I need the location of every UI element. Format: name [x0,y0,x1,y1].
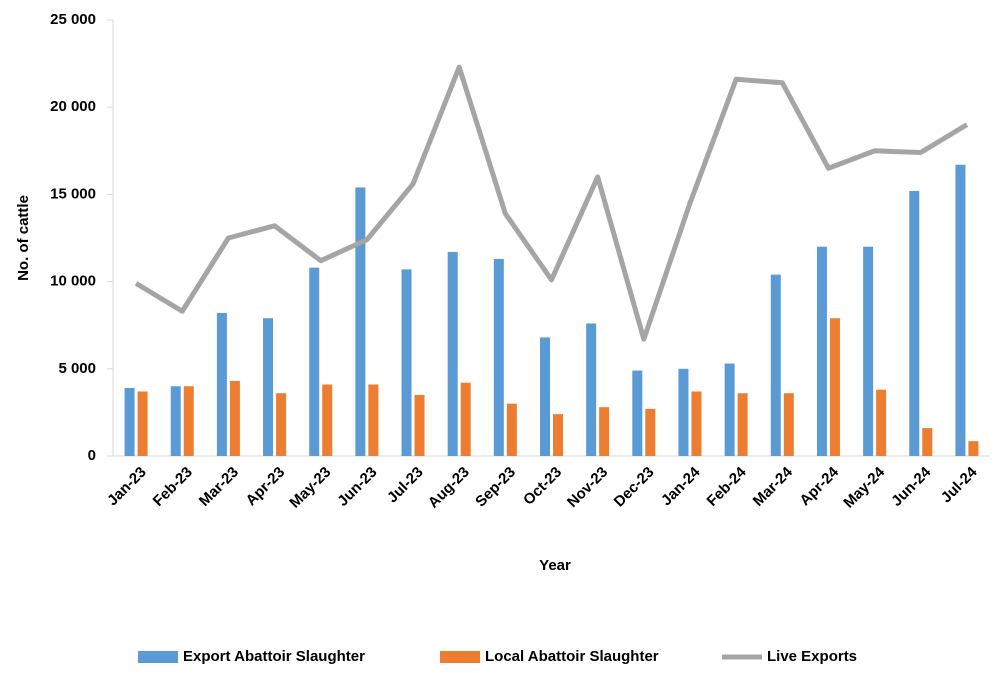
bar [863,246,874,456]
x-tick-label: Feb-23 [150,464,196,510]
legend-label: Live Exports [767,648,857,665]
bar [170,386,181,456]
x-tick-label: Mar-23 [196,464,242,510]
x-axis-label: Year [539,557,571,574]
bar [506,403,517,456]
bar [553,414,563,456]
bar [309,267,320,456]
bar [263,318,274,456]
y-tick-label: 5 000 [58,360,96,377]
bar [968,441,979,456]
y-tick-label: 20 000 [50,98,96,115]
bar [447,251,458,456]
bar [368,384,379,456]
x-tick-label: Jun-23 [334,464,380,510]
x-tick-label: May-24 [840,463,888,511]
line [134,64,969,342]
x-tick-label: Aug-23 [425,464,473,512]
x-tick-label: Dec-23 [611,464,658,511]
bar [737,393,748,456]
bar [876,389,887,456]
bar [216,312,227,456]
bar [401,269,412,456]
bar [816,246,827,456]
bar [460,382,471,456]
bar [783,393,794,456]
x-tick-label: Sep-23 [472,464,519,511]
bar [229,381,240,456]
bar [770,274,781,456]
y-tick-label: 10 000 [50,273,96,290]
x-tick-label: Jan-23 [104,464,150,510]
bar [955,164,966,456]
bar [183,386,194,456]
x-tick-label: Nov-23 [564,464,611,511]
x-tick-label: Jun-24 [888,463,935,510]
bar [586,323,597,456]
x-tick-label: Feb-24 [704,463,751,510]
x-tick-label: Apr-24 [796,463,842,509]
bar [645,408,656,456]
bar [540,337,550,456]
bar [829,318,840,456]
bar [909,190,920,457]
legend-swatch [440,651,480,663]
legend-swatch [138,651,178,663]
x-tick-label: Jul-23 [384,464,427,507]
bar [724,363,735,456]
bar [632,370,643,456]
y-tick-label: 15 000 [50,185,96,202]
bar [414,394,425,456]
bar [922,428,933,456]
bar [599,407,610,456]
y-tick-label: 0 [88,447,96,464]
bar [322,384,333,456]
bar [678,368,689,456]
bar [137,391,148,456]
x-tick-label: Jul-24 [938,463,981,506]
x-tick-label: Apr-23 [243,464,289,510]
y-axis-label: No. of cattle [15,195,32,281]
x-tick-label: Oct-23 [520,464,565,509]
legend-label: Export Abattoir Slaughter [183,648,365,665]
x-tick-label: Mar-24 [750,463,797,510]
x-tick-label: May-23 [286,464,334,512]
bar [276,393,287,456]
y-tick-label: 25 000 [50,11,96,28]
legend-label: Local Abattoir Slaughter [485,648,659,665]
bar [691,391,702,456]
x-tick-label: Jan-24 [658,463,704,509]
bar [355,187,366,456]
bar [124,387,135,456]
bar [493,258,504,456]
